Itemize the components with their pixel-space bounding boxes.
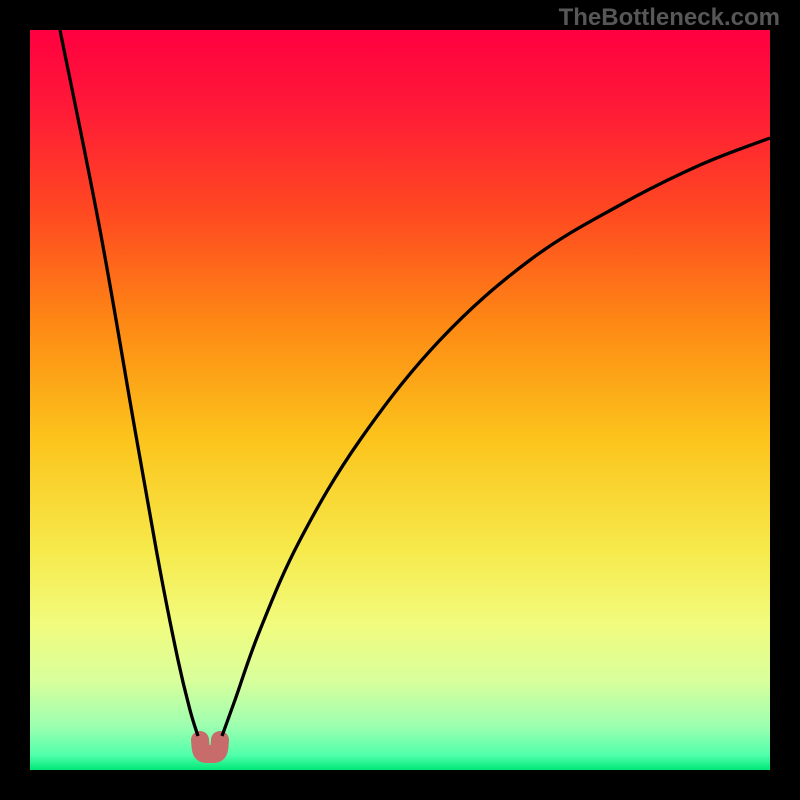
plot-area bbox=[30, 30, 770, 770]
chart-container: TheBottleneck.com bbox=[0, 0, 800, 800]
watermark-text: TheBottleneck.com bbox=[559, 4, 780, 32]
right-curve bbox=[222, 138, 770, 736]
curve-layer bbox=[30, 30, 770, 770]
bottom-connector bbox=[200, 740, 220, 754]
left-curve bbox=[60, 30, 198, 736]
